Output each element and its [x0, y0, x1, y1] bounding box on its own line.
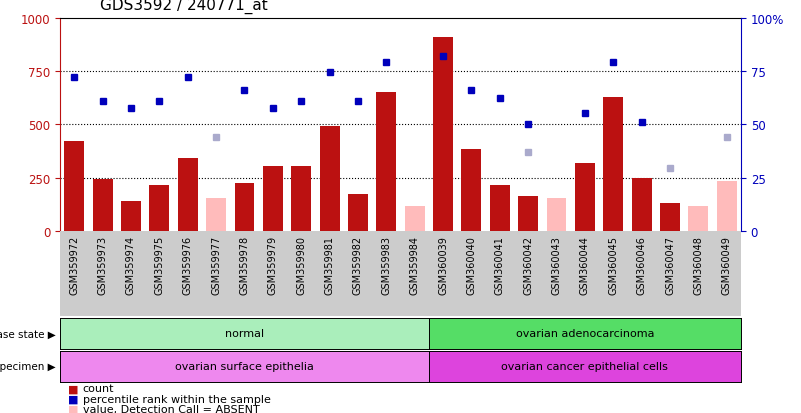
Text: ovarian cancer epithelial cells: ovarian cancer epithelial cells — [501, 361, 668, 372]
Bar — [235, 183, 255, 231]
Text: GSM360044: GSM360044 — [580, 235, 590, 294]
Bar — [688, 207, 708, 231]
Text: GSM359984: GSM359984 — [409, 235, 420, 294]
Text: value, Detection Call = ABSENT: value, Detection Call = ABSENT — [83, 404, 260, 413]
Bar — [263, 166, 283, 231]
Text: GSM359980: GSM359980 — [296, 235, 306, 294]
Bar — [546, 198, 566, 231]
Text: GSM359973: GSM359973 — [98, 235, 107, 294]
Bar — [433, 38, 453, 231]
Bar — [575, 163, 595, 231]
Bar — [518, 196, 538, 231]
Bar — [660, 204, 680, 231]
Text: count: count — [83, 383, 114, 393]
Bar — [320, 127, 340, 231]
Bar — [206, 198, 226, 231]
Bar — [405, 207, 425, 231]
Bar — [178, 159, 198, 231]
Text: GSM359977: GSM359977 — [211, 235, 221, 294]
Bar — [461, 150, 481, 231]
Bar — [632, 178, 651, 231]
Text: specimen ▶: specimen ▶ — [0, 361, 56, 372]
Text: GSM359976: GSM359976 — [183, 235, 193, 294]
Text: ■: ■ — [68, 383, 78, 393]
Text: GSM360047: GSM360047 — [665, 235, 675, 294]
Bar — [150, 185, 169, 231]
Bar — [376, 93, 396, 231]
Bar — [490, 185, 509, 231]
Text: GSM359978: GSM359978 — [239, 235, 249, 294]
Bar — [717, 181, 737, 231]
Bar — [348, 194, 368, 231]
Text: normal: normal — [225, 328, 264, 339]
Text: ovarian surface epithelia: ovarian surface epithelia — [175, 361, 314, 372]
Bar — [121, 202, 141, 231]
Text: GSM360048: GSM360048 — [694, 235, 703, 294]
Text: GSM359974: GSM359974 — [126, 235, 136, 294]
Text: GSM360041: GSM360041 — [495, 235, 505, 294]
Text: disease state ▶: disease state ▶ — [0, 328, 56, 339]
Text: GSM360039: GSM360039 — [438, 235, 448, 294]
Bar — [93, 179, 113, 231]
Text: ■: ■ — [68, 404, 78, 413]
Bar — [603, 97, 623, 231]
Text: percentile rank within the sample: percentile rank within the sample — [83, 394, 271, 404]
Text: ■: ■ — [68, 394, 78, 404]
Text: GSM359972: GSM359972 — [69, 235, 79, 294]
Text: GSM360049: GSM360049 — [722, 235, 732, 294]
Text: GSM360042: GSM360042 — [523, 235, 533, 294]
Text: GSM360046: GSM360046 — [637, 235, 646, 294]
Text: GSM360043: GSM360043 — [552, 235, 562, 294]
Text: GSM360045: GSM360045 — [608, 235, 618, 294]
Text: GSM360040: GSM360040 — [466, 235, 477, 294]
Text: GSM359982: GSM359982 — [353, 235, 363, 294]
Text: GDS3592 / 240771_at: GDS3592 / 240771_at — [100, 0, 268, 14]
Text: GSM359975: GSM359975 — [155, 235, 164, 294]
Text: ovarian adenocarcinoma: ovarian adenocarcinoma — [516, 328, 654, 339]
Text: GSM359979: GSM359979 — [268, 235, 278, 294]
Bar — [64, 142, 84, 231]
Text: GSM359983: GSM359983 — [381, 235, 392, 294]
Bar — [292, 166, 311, 231]
Text: GSM359981: GSM359981 — [324, 235, 335, 294]
